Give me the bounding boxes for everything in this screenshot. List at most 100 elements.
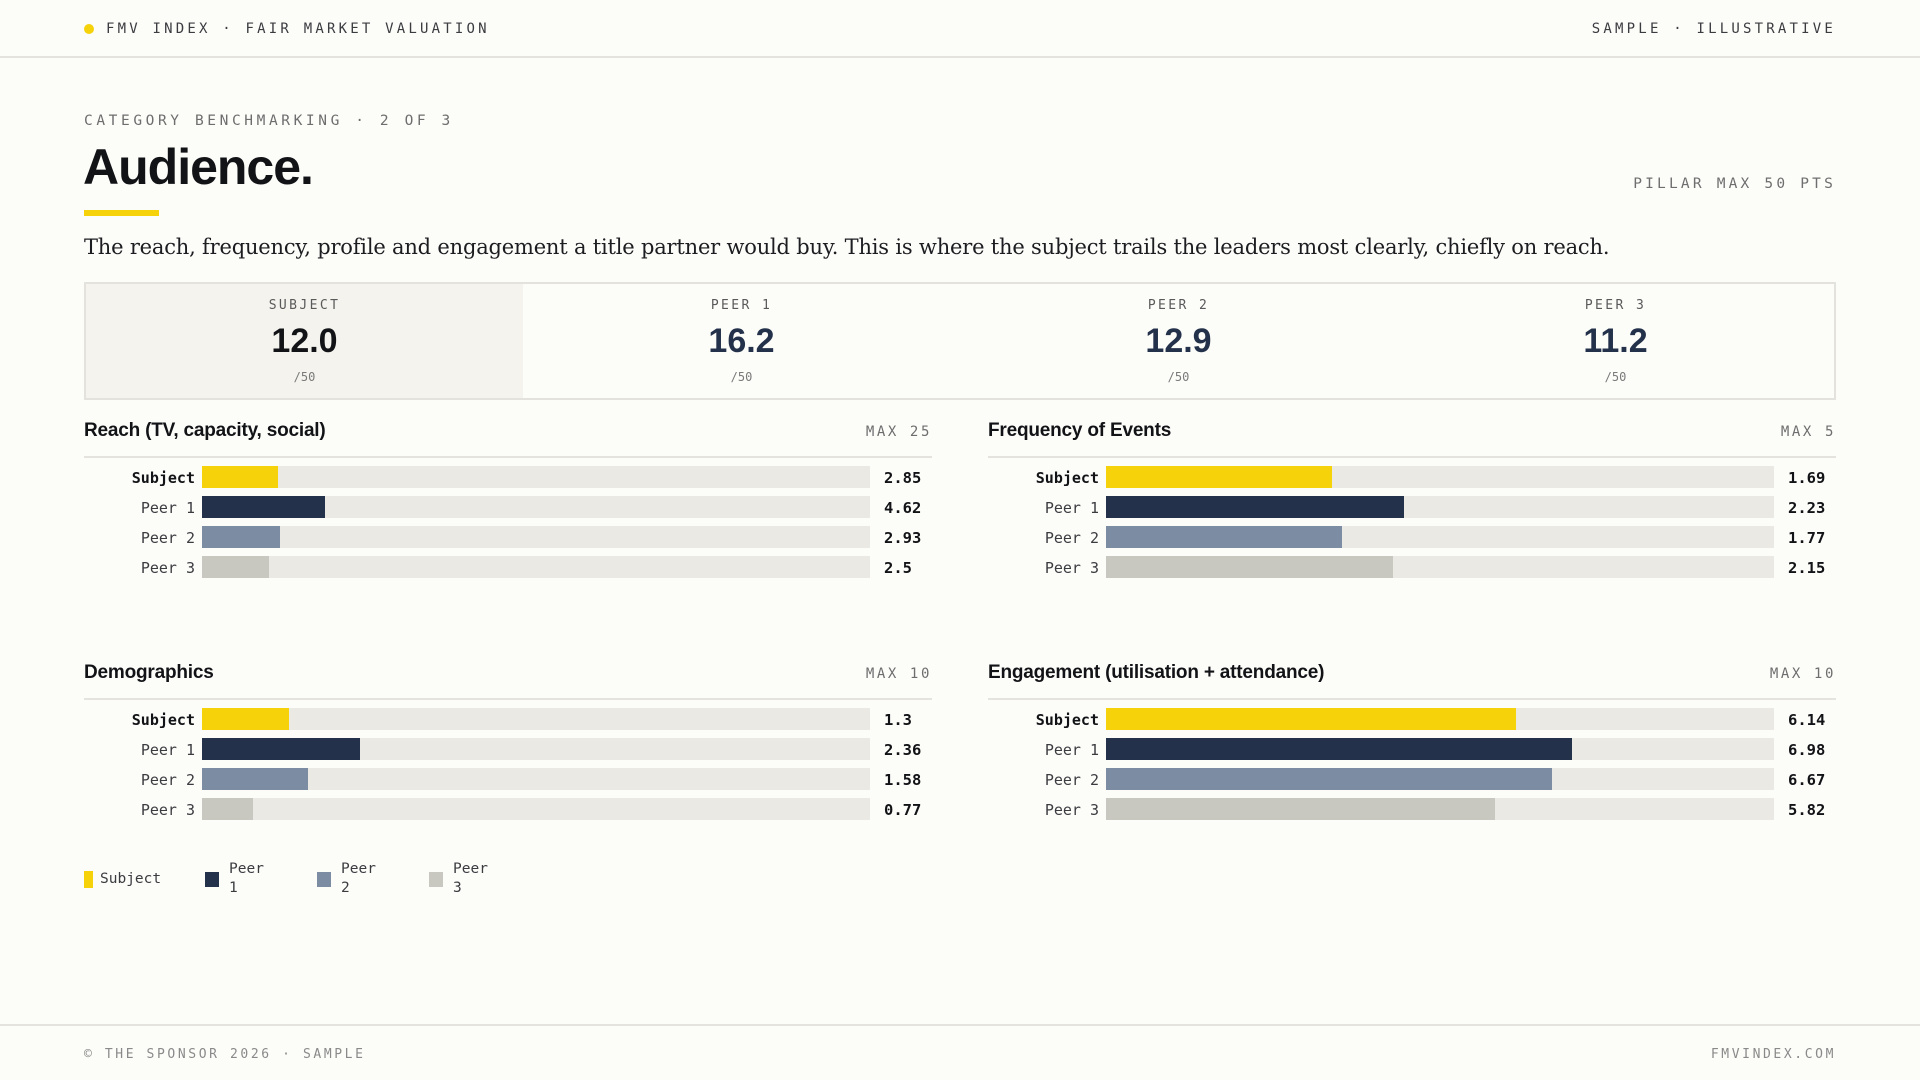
bar-value-label: 0.77: [884, 801, 922, 819]
brand-label: FMV INDEX · FAIR MARKET VALUATION: [106, 21, 490, 37]
score-card-peer-1: PEER 1 16.2 /50: [523, 284, 960, 398]
chart-reach: Reach (TV, capacity, social) MAX 25 Subj…: [84, 418, 932, 578]
bar-category-label: Subject: [1035, 711, 1099, 729]
page-title: Audience.: [83, 139, 314, 195]
bar-track: [1106, 738, 1774, 760]
bar: [1106, 466, 1332, 488]
bar-row: Peer 1 2.36: [84, 738, 932, 762]
bar: [1106, 496, 1404, 518]
bar-track: [202, 496, 870, 518]
bar-value-label: 4.62: [884, 499, 922, 517]
bar-track: [202, 798, 870, 820]
chart-demographics: Demographics MAX 10 Subject 1.3 Peer 1 2.36…: [84, 660, 932, 820]
bar: [202, 768, 308, 790]
score-value: 12.9: [1145, 322, 1212, 360]
brand: FMV INDEX · FAIR MARKET VALUATION: [84, 21, 490, 37]
brand-dot-icon: [84, 24, 94, 34]
bar-category-label: Peer 3: [1044, 801, 1099, 819]
bar-category-label: Peer 1: [140, 741, 195, 759]
bar: [1106, 768, 1552, 790]
score-card-subject: SUBJECT 12.0 /50: [86, 284, 523, 398]
bar-track: [202, 768, 870, 790]
eyebrow: CATEGORY BENCHMARKING · 2 OF 3: [84, 113, 454, 129]
bar-value-label: 2.85: [884, 469, 922, 487]
bar-value-label: 2.36: [884, 741, 922, 759]
bar-category-label: Peer 3: [140, 559, 195, 577]
bar-category-label: Peer 3: [1044, 559, 1099, 577]
bar-value-label: 1.69: [1788, 469, 1826, 487]
bar-category-label: Peer 1: [140, 499, 195, 517]
chart-title: Demographics: [84, 662, 214, 683]
bar-value-label: 5.82: [1788, 801, 1826, 819]
pillar-max: PILLAR MAX 50 PTS: [1633, 176, 1836, 192]
bar: [1106, 708, 1516, 730]
legend-label: Subject: [100, 871, 162, 887]
bar-row: Peer 1 2.23: [988, 496, 1836, 520]
chart-header: Engagement (utilisation + attendance) MA…: [988, 660, 1836, 700]
bar-track: [1106, 768, 1774, 790]
bar: [1106, 738, 1572, 760]
score-card-peer-3: PEER 3 11.2 /50: [1397, 284, 1834, 398]
chart-engagement: Engagement (utilisation + attendance) MA…: [988, 660, 1836, 820]
bar-row: Peer 2 2.93: [84, 526, 932, 550]
bar-category-label: Subject: [1035, 469, 1099, 487]
chart-title: Engagement (utilisation + attendance): [988, 662, 1325, 683]
score-value: 11.2: [1583, 322, 1648, 360]
bar-row: Subject 2.85: [84, 466, 932, 490]
bar-row: Peer 1 6.98: [988, 738, 1836, 762]
chart-max-label: MAX 10: [1769, 666, 1836, 682]
chart-max-label: MAX 10: [865, 666, 932, 682]
bar-value-label: 6.14: [1788, 711, 1826, 729]
bar-row: Peer 2 1.77: [988, 526, 1836, 550]
legend-swatch-subject: [84, 871, 93, 888]
chart-title: Reach (TV, capacity, social): [84, 420, 326, 441]
bar-value-label: 1.77: [1788, 529, 1826, 547]
bar-track: [202, 708, 870, 730]
bar-category-label: Peer 2: [140, 771, 195, 789]
score-max: /50: [293, 370, 316, 384]
score-max: /50: [1167, 370, 1190, 384]
bar-track: [1106, 556, 1774, 578]
chart-max-label: MAX 25: [865, 424, 932, 440]
bar-category-label: Peer 2: [1044, 771, 1099, 789]
score-value: 16.2: [708, 322, 775, 360]
bar-track: [202, 526, 870, 548]
bar-category-label: Peer 3: [140, 801, 195, 819]
legend-swatch-peer-3: [429, 872, 443, 887]
bar-row: Subject 1.3: [84, 708, 932, 732]
bar-row: Peer 1 4.62: [84, 496, 932, 520]
bar-row: Peer 2 6.67: [988, 768, 1836, 792]
bar-category-label: Subject: [131, 711, 195, 729]
chart-header: Demographics MAX 10: [84, 660, 932, 700]
bar-track: [1106, 526, 1774, 548]
bar-category-label: Peer 1: [1044, 499, 1099, 517]
score-card-peer-2: PEER 2 12.9 /50: [960, 284, 1397, 398]
bar-value-label: 1.58: [884, 771, 922, 789]
bar-category-label: Peer 2: [140, 529, 195, 547]
bar-value-label: 2.5: [884, 559, 912, 577]
legend-label: Peer 3: [453, 861, 488, 896]
bar: [202, 466, 278, 488]
chart-title: Frequency of Events: [988, 420, 1172, 441]
title-underline: [84, 210, 159, 216]
bar-row: Peer 2 1.58: [84, 768, 932, 792]
bar-category-label: Subject: [131, 469, 195, 487]
bar-value-label: 6.98: [1788, 741, 1826, 759]
score-label: PEER 1: [710, 298, 773, 313]
bar-track: [1106, 466, 1774, 488]
bar: [202, 798, 253, 820]
bar-row: Subject 1.69: [988, 466, 1836, 490]
bar-track: [202, 738, 870, 760]
footer-site: FMVINDEX.COM: [1710, 1047, 1836, 1062]
sample-tag: SAMPLE · ILLUSTRATIVE: [1591, 21, 1836, 37]
score-label: PEER 2: [1147, 298, 1210, 313]
footer-copyright: © THE SPONSOR 2026 · SAMPLE: [84, 1047, 366, 1062]
chart-header: Reach (TV, capacity, social) MAX 25: [84, 418, 932, 458]
chart-frequency: Frequency of Events MAX 5 Subject 1.69 Pee…: [988, 418, 1836, 578]
bar-row: Peer 3 2.5: [84, 556, 932, 580]
legend-label: Peer 2: [341, 861, 376, 896]
chart-header: Frequency of Events MAX 5: [988, 418, 1836, 458]
score-max: /50: [1604, 370, 1627, 384]
legend-label: Peer 1: [229, 861, 264, 896]
legend-swatch-peer-2: [317, 872, 331, 887]
